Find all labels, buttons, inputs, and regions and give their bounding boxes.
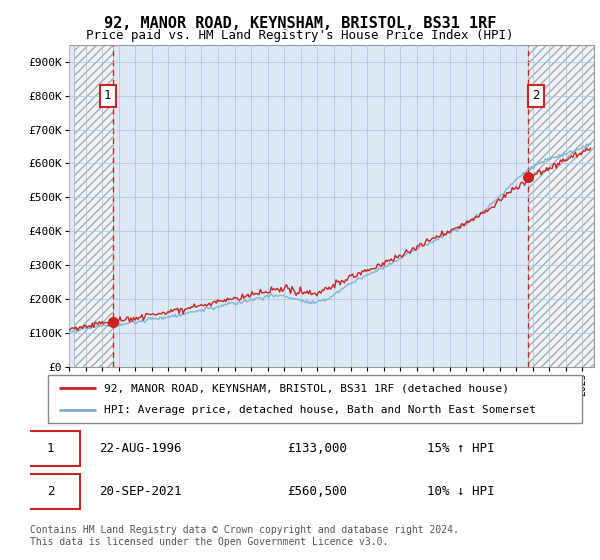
Text: 10% ↓ HPI: 10% ↓ HPI: [427, 485, 494, 498]
Text: £133,000: £133,000: [287, 442, 347, 455]
Text: 2: 2: [47, 485, 54, 498]
Text: Price paid vs. HM Land Registry's House Price Index (HPI): Price paid vs. HM Land Registry's House …: [86, 29, 514, 42]
Text: 1: 1: [104, 89, 112, 102]
Text: HPI: Average price, detached house, Bath and North East Somerset: HPI: Average price, detached house, Bath…: [104, 405, 536, 415]
Bar: [74, 45, 113, 367]
FancyBboxPatch shape: [22, 474, 80, 509]
Text: 15% ↑ HPI: 15% ↑ HPI: [427, 442, 494, 455]
FancyBboxPatch shape: [48, 375, 582, 423]
Text: £560,500: £560,500: [287, 485, 347, 498]
Text: Contains HM Land Registry data © Crown copyright and database right 2024.
This d: Contains HM Land Registry data © Crown c…: [30, 525, 459, 547]
Text: 2: 2: [533, 89, 540, 102]
FancyBboxPatch shape: [22, 431, 80, 466]
Text: 20-SEP-2021: 20-SEP-2021: [99, 485, 182, 498]
Text: 22-AUG-1996: 22-AUG-1996: [99, 442, 182, 455]
Bar: [74, 45, 113, 367]
Text: 92, MANOR ROAD, KEYNSHAM, BRISTOL, BS31 1RF: 92, MANOR ROAD, KEYNSHAM, BRISTOL, BS31 …: [104, 16, 496, 31]
Bar: [528, 45, 594, 367]
Bar: [74, 45, 113, 367]
Bar: [528, 45, 594, 367]
Text: 92, MANOR ROAD, KEYNSHAM, BRISTOL, BS31 1RF (detached house): 92, MANOR ROAD, KEYNSHAM, BRISTOL, BS31 …: [104, 383, 509, 393]
Text: 1: 1: [47, 442, 54, 455]
